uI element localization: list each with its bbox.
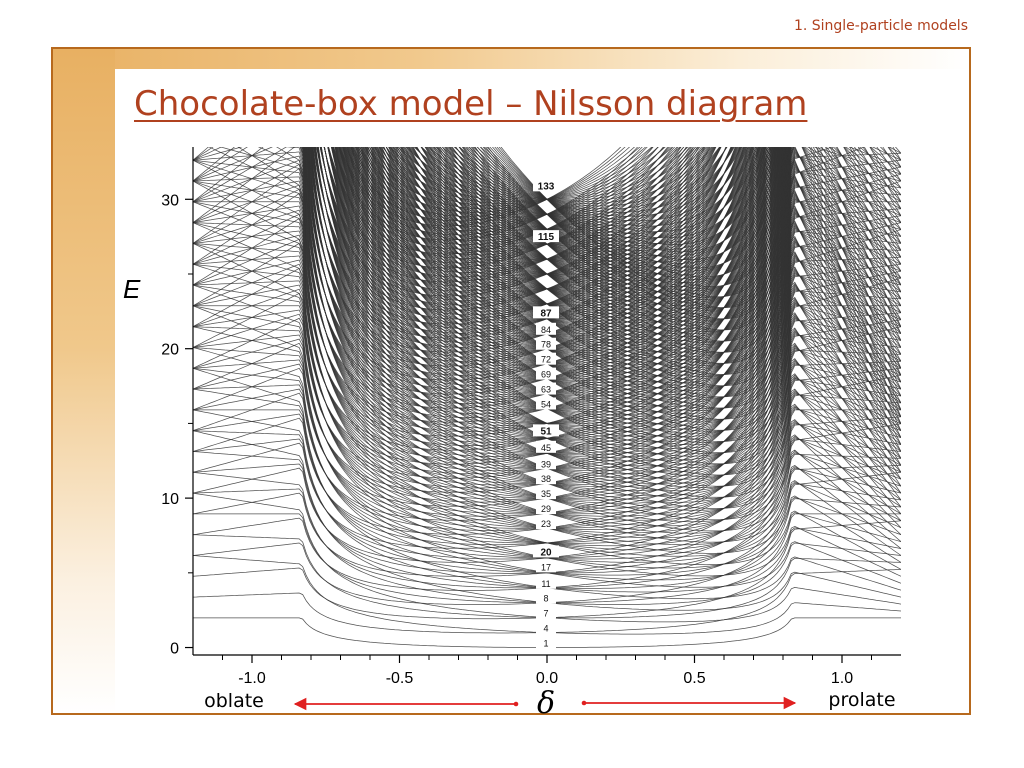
magic-number-label: 4 xyxy=(543,624,548,634)
magic-number-backdrop xyxy=(536,591,556,604)
axes: -1.0 -0.5 0.0 0.5 1.0 0 10 20 30 xyxy=(161,192,872,687)
level-curve xyxy=(401,147,901,466)
level-curve xyxy=(193,305,901,588)
level-curve xyxy=(487,147,901,417)
y-tick-label: 30 xyxy=(161,192,179,209)
x-axis-label: δ xyxy=(537,686,555,721)
magic-number-backdrop xyxy=(533,545,559,558)
magic-number-label: 115 xyxy=(538,232,555,243)
magic-number-backdrop xyxy=(536,440,556,453)
magic-number-label: 11 xyxy=(541,579,550,589)
x-tick-label: 0.5 xyxy=(683,670,705,687)
magic-number-label: 20 xyxy=(540,547,552,558)
magic-number-label: 8 xyxy=(543,594,548,604)
oblate-label: oblate xyxy=(204,690,264,712)
magic-number-backdrop xyxy=(536,472,556,485)
magic-number-label: 54 xyxy=(541,399,551,409)
level-curve xyxy=(334,147,901,515)
magic-number-backdrop xyxy=(536,367,556,380)
level-curve xyxy=(436,147,901,445)
magic-number-backdrop xyxy=(533,179,559,192)
magic-number-label: 78 xyxy=(541,340,551,350)
level-curve xyxy=(474,147,901,424)
level-curve xyxy=(327,147,901,522)
y-axis-label: E xyxy=(123,274,141,304)
magic-number-backdrop xyxy=(536,502,556,515)
magic-number-label: 45 xyxy=(541,443,551,453)
magic-number-label: 7 xyxy=(543,609,548,619)
magic-number-label: 1 xyxy=(543,639,548,649)
magic-number-backdrop xyxy=(533,230,559,243)
magic-number-label: 72 xyxy=(541,355,551,365)
left-decorative-band xyxy=(53,49,115,713)
magic-number-backdrop xyxy=(536,397,556,410)
magic-number-label: 23 xyxy=(541,519,551,529)
level-curve xyxy=(321,147,901,529)
magic-number-backdrop xyxy=(536,606,556,619)
x-tick-label: 1.0 xyxy=(831,670,853,687)
y-tick-label: 0 xyxy=(170,641,179,658)
magic-number-backdrop xyxy=(533,306,559,319)
magic-number-label: 29 xyxy=(541,504,551,514)
prolate-label: prolate xyxy=(828,689,895,711)
magic-number-label: 51 xyxy=(540,426,552,437)
level-curve xyxy=(461,147,901,431)
magic-number-label: 87 xyxy=(540,308,552,319)
magic-number-backdrop xyxy=(536,352,556,365)
magic-number-backdrop xyxy=(536,621,556,634)
slide-title: Chocolate-box model – Nilsson diagram xyxy=(134,84,808,124)
level-curve xyxy=(193,243,901,577)
magic-number-label: 38 xyxy=(541,474,551,484)
magic-number-backdrop xyxy=(533,424,559,437)
y-tick-label: 20 xyxy=(161,342,179,359)
y-tick-label: 10 xyxy=(161,491,179,508)
magic-number-backdrop xyxy=(536,322,556,335)
prolate-arrow xyxy=(581,696,797,710)
magic-number-label: 84 xyxy=(541,325,551,335)
magic-number-label: 63 xyxy=(541,385,551,395)
magic-number-label: 35 xyxy=(541,489,551,499)
level-curve xyxy=(424,147,901,452)
magic-number-backdrop xyxy=(536,517,556,530)
magic-number-labels: 1478111720232935383945515463697278848711… xyxy=(533,179,559,649)
magic-number-backdrop xyxy=(536,382,556,395)
magic-number-label: 133 xyxy=(538,181,555,192)
level-curve xyxy=(500,147,901,411)
magic-number-backdrop xyxy=(536,576,556,589)
magic-number-label: 39 xyxy=(541,459,551,469)
x-tick-label: -1.0 xyxy=(238,670,266,687)
magic-number-backdrop xyxy=(536,560,556,573)
magic-number-backdrop xyxy=(536,337,556,350)
magic-number-backdrop xyxy=(536,457,556,470)
x-tick-label: 0.0 xyxy=(536,670,558,687)
magic-number-label: 17 xyxy=(541,562,551,572)
level-curve xyxy=(412,147,901,459)
oblate-arrow xyxy=(293,697,519,711)
magic-number-label: 69 xyxy=(541,370,551,380)
level-curve xyxy=(449,147,901,438)
section-header: 1. Single-particle models xyxy=(793,18,968,34)
magic-number-backdrop xyxy=(536,636,556,649)
top-decorative-band xyxy=(53,49,969,69)
x-tick-label: -0.5 xyxy=(386,670,414,687)
magic-number-backdrop xyxy=(536,487,556,500)
